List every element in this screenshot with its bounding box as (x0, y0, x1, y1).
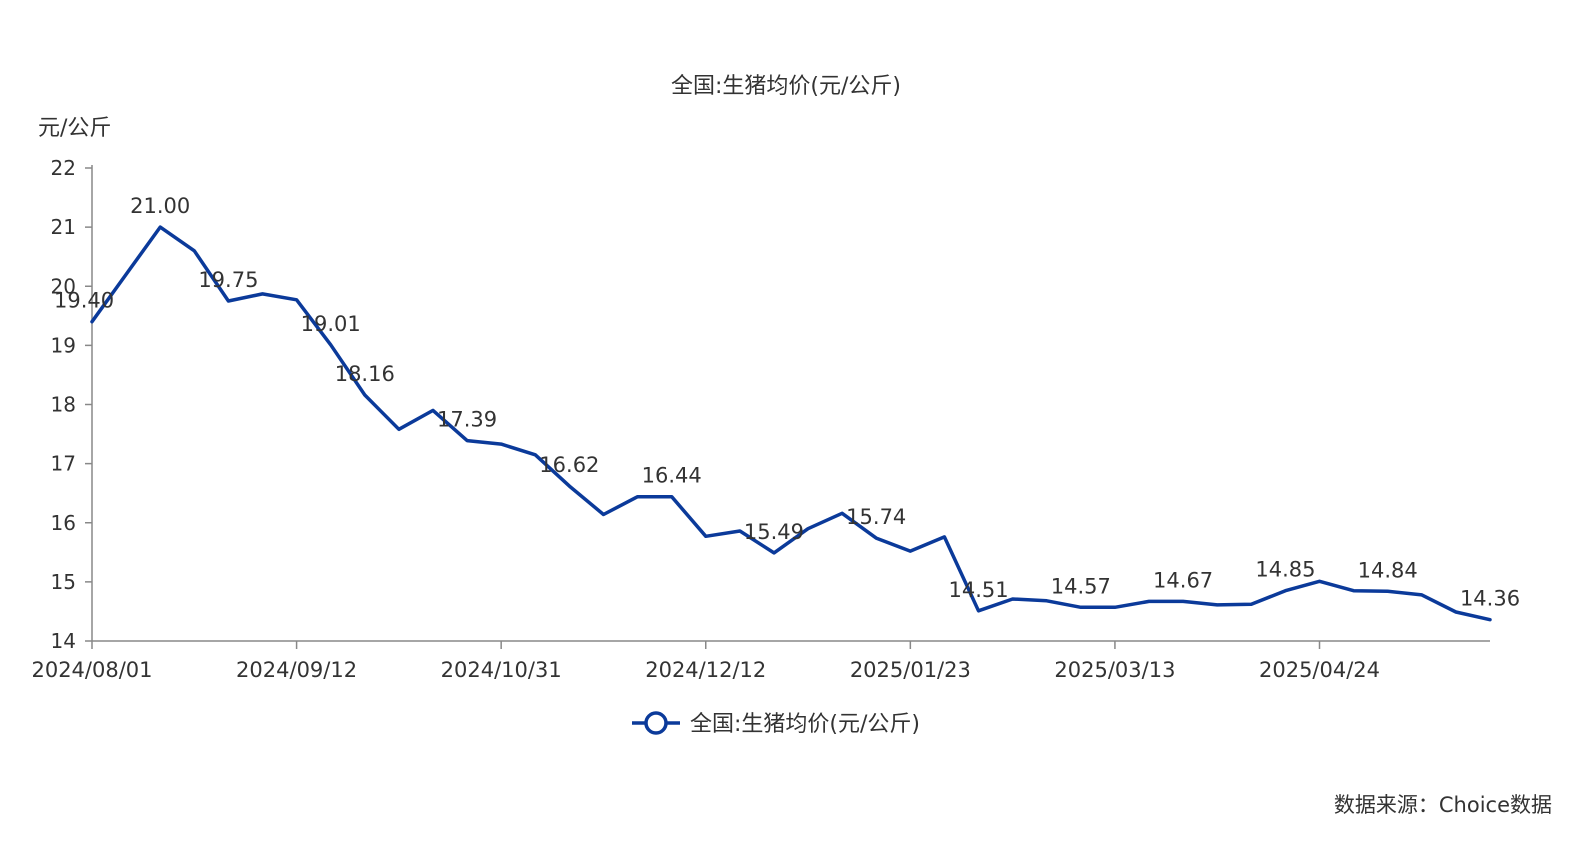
x-tick-label: 2024/12/12 (645, 658, 766, 682)
data-label: 21.00 (130, 194, 190, 218)
y-tick-label: 18 (51, 393, 76, 417)
data-label: 16.62 (539, 453, 599, 477)
x-tick-label: 2024/08/01 (31, 658, 152, 682)
y-tick-label: 14 (51, 629, 76, 653)
data-label: 14.67 (1153, 568, 1213, 592)
x-tick-label: 2025/03/13 (1054, 658, 1175, 682)
y-tick-label: 16 (51, 511, 76, 535)
legend[interactable]: 全国:生猪均价(元/公斤) (632, 711, 920, 737)
chart-title: 全国:生猪均价(元/公斤) (671, 74, 901, 99)
data-label: 19.40 (54, 289, 114, 313)
series-line (90, 225, 1492, 622)
data-label: 14.84 (1358, 558, 1418, 582)
y-axis: 14 15 16 17 18 19 20 21 22 (51, 156, 93, 653)
x-tick-label: 2024/10/31 (441, 658, 562, 682)
y-axis-label: 元/公斤 (38, 116, 111, 141)
x-tick-label: 2024/09/12 (236, 658, 357, 682)
legend-circle-icon (644, 711, 668, 735)
series-group (90, 225, 1492, 622)
data-label: 19.01 (301, 312, 361, 336)
y-tick-label: 20 (51, 274, 76, 298)
x-tick-label: 2025/04/24 (1259, 658, 1380, 682)
data-label: 19.75 (198, 268, 258, 292)
data-label: 14.36 (1460, 587, 1520, 611)
y-tick-label: 22 (51, 156, 76, 180)
data-label: 14.51 (948, 578, 1008, 602)
y-tick-label: 19 (51, 333, 76, 357)
data-label: 14.85 (1255, 558, 1315, 582)
y-tick-label: 15 (51, 570, 76, 594)
data-label: 14.57 (1051, 574, 1111, 598)
legend-series-name: 全国:生猪均价(元/公斤) (690, 712, 920, 737)
y-tick-label: 17 (51, 452, 76, 476)
data-label: 18.16 (335, 362, 395, 386)
data-label: 16.44 (642, 464, 702, 488)
x-tick-label: 2025/01/23 (850, 658, 971, 682)
data-labels: 19.40 21.00 19.75 19.01 18.16 17.39 16.62 16.44… (54, 194, 1520, 611)
x-axis: 2024/08/01 2024/09/12 2024/10/31 2024/12/12… (31, 640, 1490, 682)
y-tick-label: 21 (51, 215, 76, 239)
data-label: 15.49 (744, 520, 804, 544)
data-label: 15.74 (846, 505, 906, 529)
data-label: 17.39 (437, 408, 497, 432)
source-note: 数据来源：Choice数据 (1334, 793, 1552, 817)
